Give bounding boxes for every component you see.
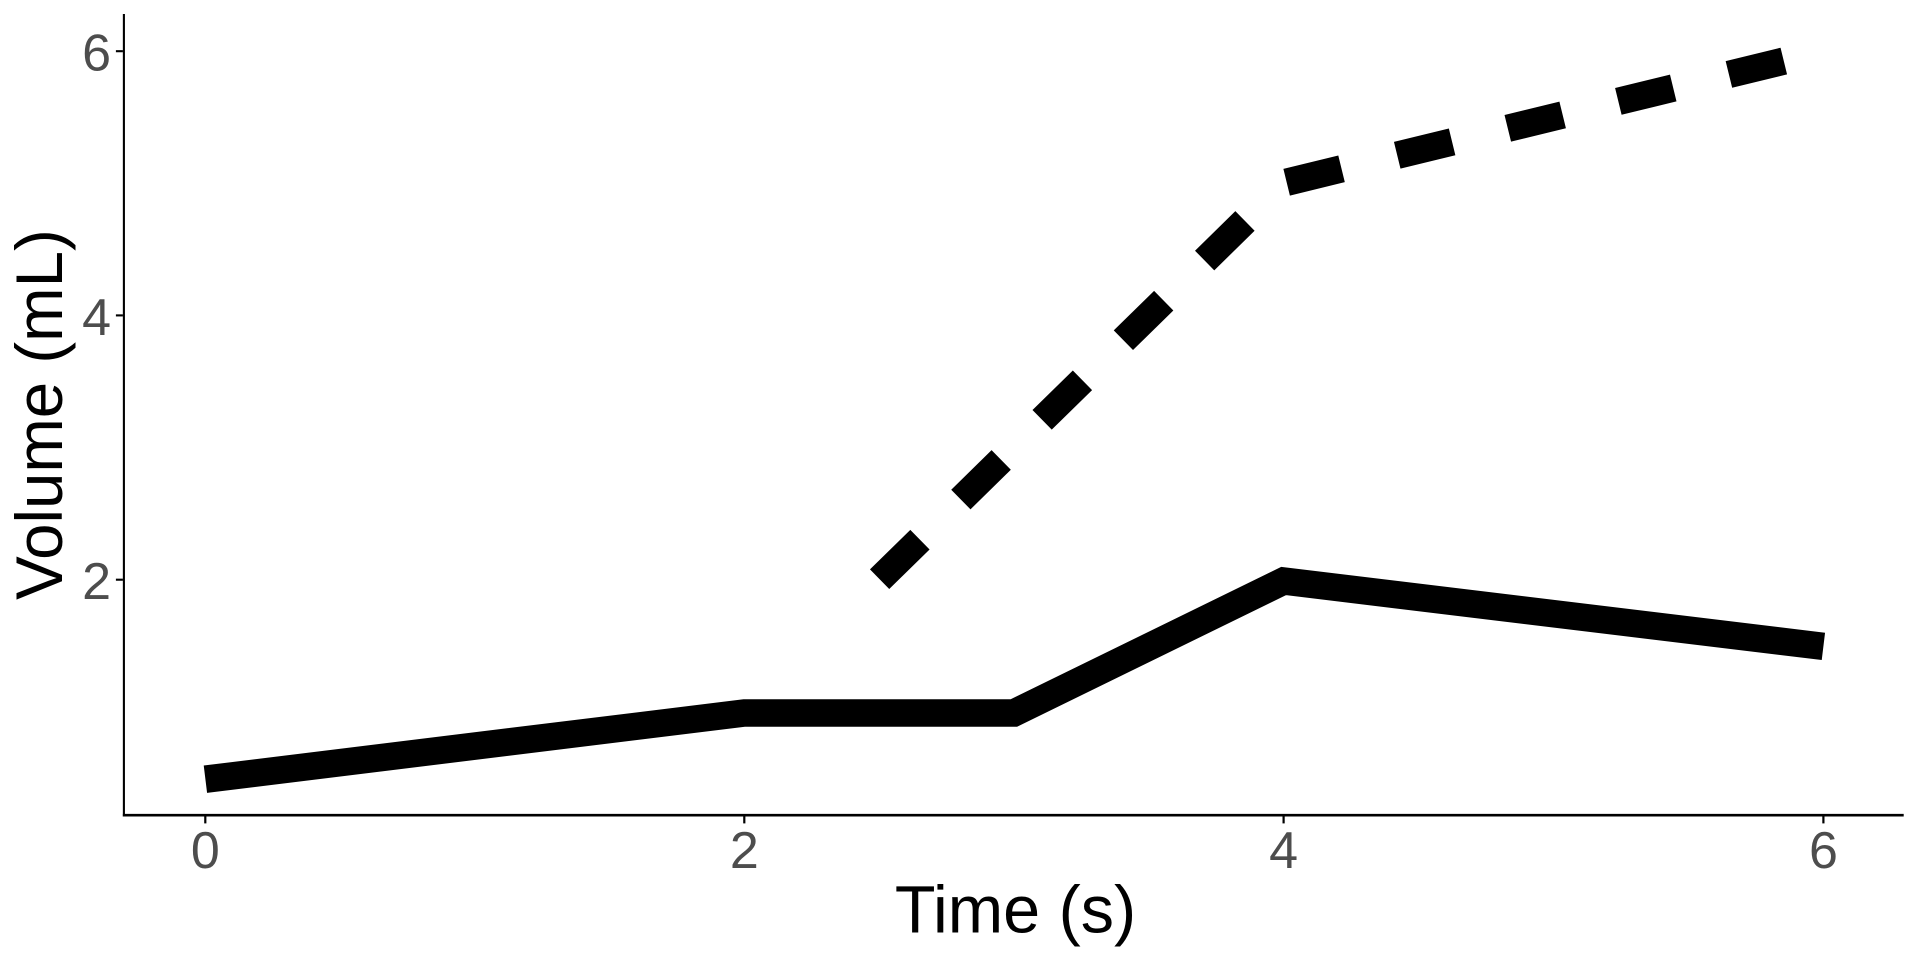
svg-text:6: 6 (1809, 822, 1838, 880)
svg-text:2: 2 (730, 822, 759, 880)
svg-text:4: 4 (1269, 822, 1298, 880)
svg-text:0: 0 (191, 822, 220, 880)
svg-text:6: 6 (82, 25, 111, 83)
svg-text:4: 4 (82, 289, 111, 347)
svg-text:2: 2 (82, 553, 111, 611)
svg-text:Time (s): Time (s) (895, 873, 1136, 947)
svg-text:Volume (mL): Volume (mL) (3, 229, 76, 600)
